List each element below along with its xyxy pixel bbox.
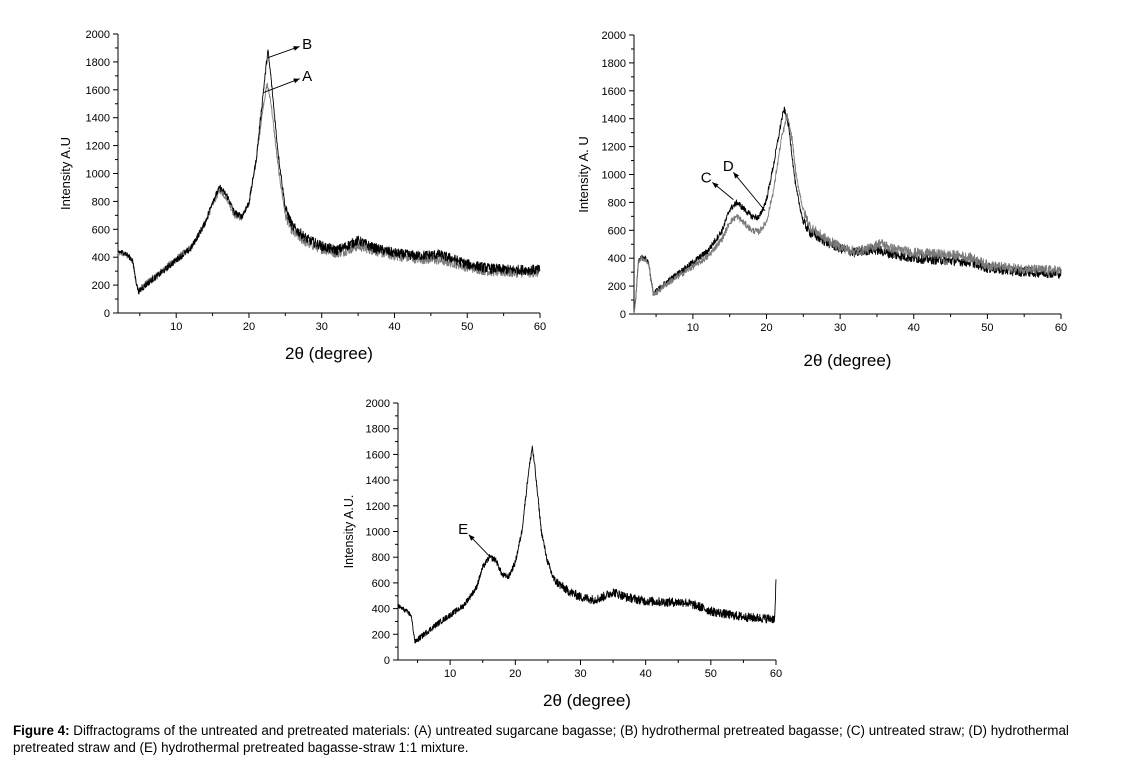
x-tick-label: 20 [509, 668, 521, 680]
x-tick-label: 30 [834, 322, 846, 334]
y-tick-label: 800 [608, 197, 626, 209]
chart-ab-svg: 0 200 400 600 800 1000 1200 1400 1600 1800 2000 10 2… [58, 29, 546, 363]
annotation-arrowhead-E [468, 534, 475, 541]
y-tick-label: 800 [92, 196, 110, 208]
x-axis-title: 2θ (degree) [285, 344, 373, 363]
chart-e: 0 200 400 600 800 1000 1200 1400 1600 1800 2000 10 2… [342, 398, 782, 710]
x-tick-label: 50 [461, 321, 473, 333]
axes: 0 200 400 600 800 1000 1200 1400 1600 1800 2000 10 2… [576, 30, 1067, 370]
chart-cd-svg: 0 200 400 600 800 1000 1200 1400 1600 1800 2000 10 2… [576, 30, 1067, 370]
y-tick-label: 1000 [366, 527, 390, 539]
annotation-arrow-D [732, 172, 766, 212]
y-tick-label: 0 [620, 309, 626, 321]
x-tick-label: 60 [1055, 322, 1067, 334]
annotation-arrowhead-B [293, 46, 300, 51]
y-tick-label: 2000 [366, 398, 390, 410]
y-tick-label: 1800 [602, 58, 626, 70]
y-tick-label: 0 [384, 655, 390, 667]
y-tick-label: 1400 [366, 475, 390, 487]
x-tick-label: 30 [316, 321, 328, 333]
x-axis-title: 2θ (degree) [804, 351, 892, 370]
y-axis-title: Intensity A. U [576, 136, 591, 213]
annotation-arrowhead-C [712, 182, 719, 189]
chart-e-svg: 0 200 400 600 800 1000 1200 1400 1600 1800 2000 10 2… [342, 398, 782, 710]
x-tick-label: 50 [981, 322, 993, 334]
annotation-arrow-A [263, 78, 300, 94]
y-tick-label: 1800 [366, 424, 390, 436]
x-tick-label: 20 [760, 322, 772, 334]
caption-text: Diffractograms of the untreated and pret… [13, 723, 1069, 755]
annotation-label-C: C [701, 169, 712, 186]
caption-label: Figure 4: [13, 723, 70, 738]
x-tick-label: 20 [243, 321, 255, 333]
x-tick-label: 40 [908, 322, 920, 334]
x-tick-label: 40 [640, 668, 652, 680]
x-tick-label: 30 [574, 668, 586, 680]
x-tick-label: 10 [170, 321, 182, 333]
x-tick-label: 60 [534, 321, 546, 333]
y-tick-label: 1000 [602, 170, 626, 182]
x-tick-label: 60 [770, 668, 782, 680]
y-tick-label: 1400 [86, 113, 110, 125]
annotation-arrowhead-D [733, 172, 740, 179]
series-line-E [397, 445, 777, 644]
y-axis-title: Intensity A.U [58, 137, 73, 210]
annotation-arrowhead-A [293, 78, 300, 84]
annotation-label-E: E [458, 521, 468, 538]
y-tick-label: 1200 [602, 142, 626, 154]
y-tick-label: 1600 [602, 86, 626, 98]
y-axis-title: Intensity A.U. [342, 495, 356, 569]
annotation-label-D: D [723, 158, 734, 175]
chart-ab: 0 200 400 600 800 1000 1200 1400 1600 1800 2000 10 2… [0, 0, 560, 370]
y-tick-label: 200 [608, 281, 626, 293]
annotation-label-A: A [302, 68, 312, 85]
y-tick-label: 800 [372, 552, 390, 564]
y-tick-label: 200 [92, 280, 110, 292]
figure-caption: Figure 4: Diffractograms of the untreate… [13, 722, 1123, 756]
y-tick-label: 1800 [86, 57, 110, 69]
x-tick-label: 40 [388, 321, 400, 333]
y-tick-label: 400 [608, 253, 626, 265]
y-tick-label: 0 [104, 308, 110, 320]
y-tick-label: 1600 [366, 449, 390, 461]
y-tick-label: 600 [92, 224, 110, 236]
annotations: CD [701, 158, 766, 212]
y-tick-label: 1000 [86, 169, 110, 181]
y-tick-label: 400 [372, 604, 390, 616]
series-group [397, 445, 777, 644]
y-tick-label: 200 [372, 629, 390, 641]
y-tick-label: 1600 [86, 85, 110, 97]
axes: 0 200 400 600 800 1000 1200 1400 1600 1800 2000 10 2… [58, 29, 546, 363]
series-group [633, 106, 1062, 315]
y-tick-label: 600 [608, 225, 626, 237]
series-group [117, 49, 541, 295]
x-axis-title: 2θ (degree) [543, 691, 631, 710]
annotations: BA [263, 36, 312, 94]
y-tick-label: 2000 [602, 30, 626, 42]
x-tick-label: 10 [687, 322, 699, 334]
y-tick-label: 1400 [602, 114, 626, 126]
series-line-D [633, 113, 1062, 315]
axes: 0 200 400 600 800 1000 1200 1400 1600 1800 2000 10 2… [342, 398, 782, 710]
annotation-label-B: B [302, 36, 312, 53]
y-tick-label: 600 [372, 578, 390, 590]
y-tick-label: 2000 [86, 29, 110, 41]
x-tick-label: 10 [444, 668, 456, 680]
chart-cd: 0 200 400 600 800 1000 1200 1400 1600 1800 2000 10 2… [0, 0, 1110, 380]
y-tick-label: 1200 [86, 141, 110, 153]
y-tick-label: 400 [92, 252, 110, 264]
y-tick-label: 1200 [366, 501, 390, 513]
x-tick-label: 50 [705, 668, 717, 680]
series-line-B [117, 49, 541, 295]
annotations: E [458, 521, 490, 557]
